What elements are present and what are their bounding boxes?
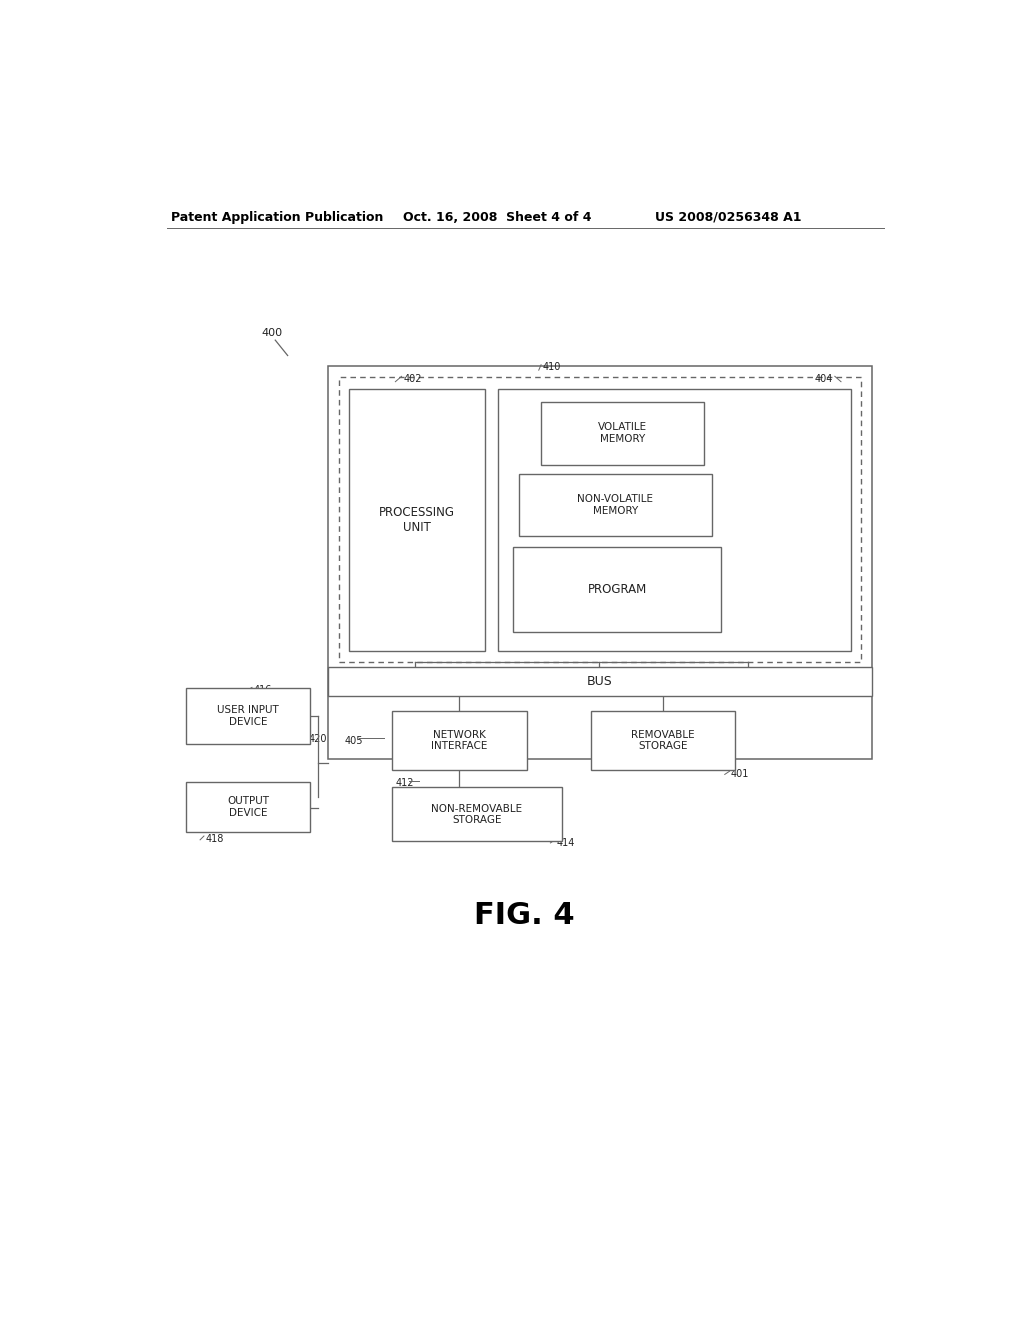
Text: 406: 406 (503, 465, 520, 474)
Text: 420: 420 (308, 734, 327, 743)
Text: 402: 402 (403, 374, 422, 384)
Text: 400: 400 (261, 327, 283, 338)
Bar (328, 367, 872, 759)
Text: Oct. 16, 2008  Sheet 4 of 4: Oct. 16, 2008 Sheet 4 of 4 (403, 211, 592, 224)
Text: REMOVABLE
STORAGE: REMOVABLE STORAGE (632, 730, 695, 751)
Bar (328, 667, 872, 696)
Text: 405: 405 (345, 737, 364, 746)
Text: US 2008/0256348 A1: US 2008/0256348 A1 (655, 211, 802, 224)
Text: Patent Application Publication: Patent Application Publication (171, 211, 383, 224)
Bar (391, 711, 527, 770)
Text: OUTPUT
DEVICE: OUTPUT DEVICE (227, 796, 269, 818)
Bar (499, 389, 851, 651)
Text: 404: 404 (815, 374, 834, 384)
Text: 408: 408 (663, 465, 681, 474)
Text: 418: 418 (206, 834, 224, 843)
Text: 401: 401 (731, 770, 750, 779)
Bar (541, 401, 703, 465)
Text: USER INPUT
DEVICE: USER INPUT DEVICE (217, 705, 279, 727)
Text: 414: 414 (557, 838, 574, 847)
Bar (513, 548, 721, 632)
Text: VOLATILE
MEMORY: VOLATILE MEMORY (598, 422, 647, 444)
Text: FIG. 4: FIG. 4 (474, 902, 575, 931)
Bar (186, 688, 310, 743)
Text: BUS: BUS (587, 675, 612, 688)
Text: 425: 425 (697, 540, 716, 550)
Text: 410: 410 (543, 362, 561, 372)
Text: NON-VOLATILE
MEMORY: NON-VOLATILE MEMORY (578, 494, 653, 516)
Text: 416: 416 (254, 685, 272, 696)
Bar (349, 389, 484, 651)
Bar (339, 378, 861, 663)
Bar (391, 788, 562, 841)
Text: NETWORK
INTERFACE: NETWORK INTERFACE (431, 730, 487, 751)
Text: PROCESSING
UNIT: PROCESSING UNIT (379, 507, 455, 535)
Text: PROGRAM: PROGRAM (588, 583, 646, 597)
Text: NON-REMOVABLE
STORAGE: NON-REMOVABLE STORAGE (431, 804, 522, 825)
Bar (186, 781, 310, 832)
Text: 412: 412 (395, 779, 414, 788)
Bar (519, 474, 712, 536)
Bar (592, 711, 735, 770)
